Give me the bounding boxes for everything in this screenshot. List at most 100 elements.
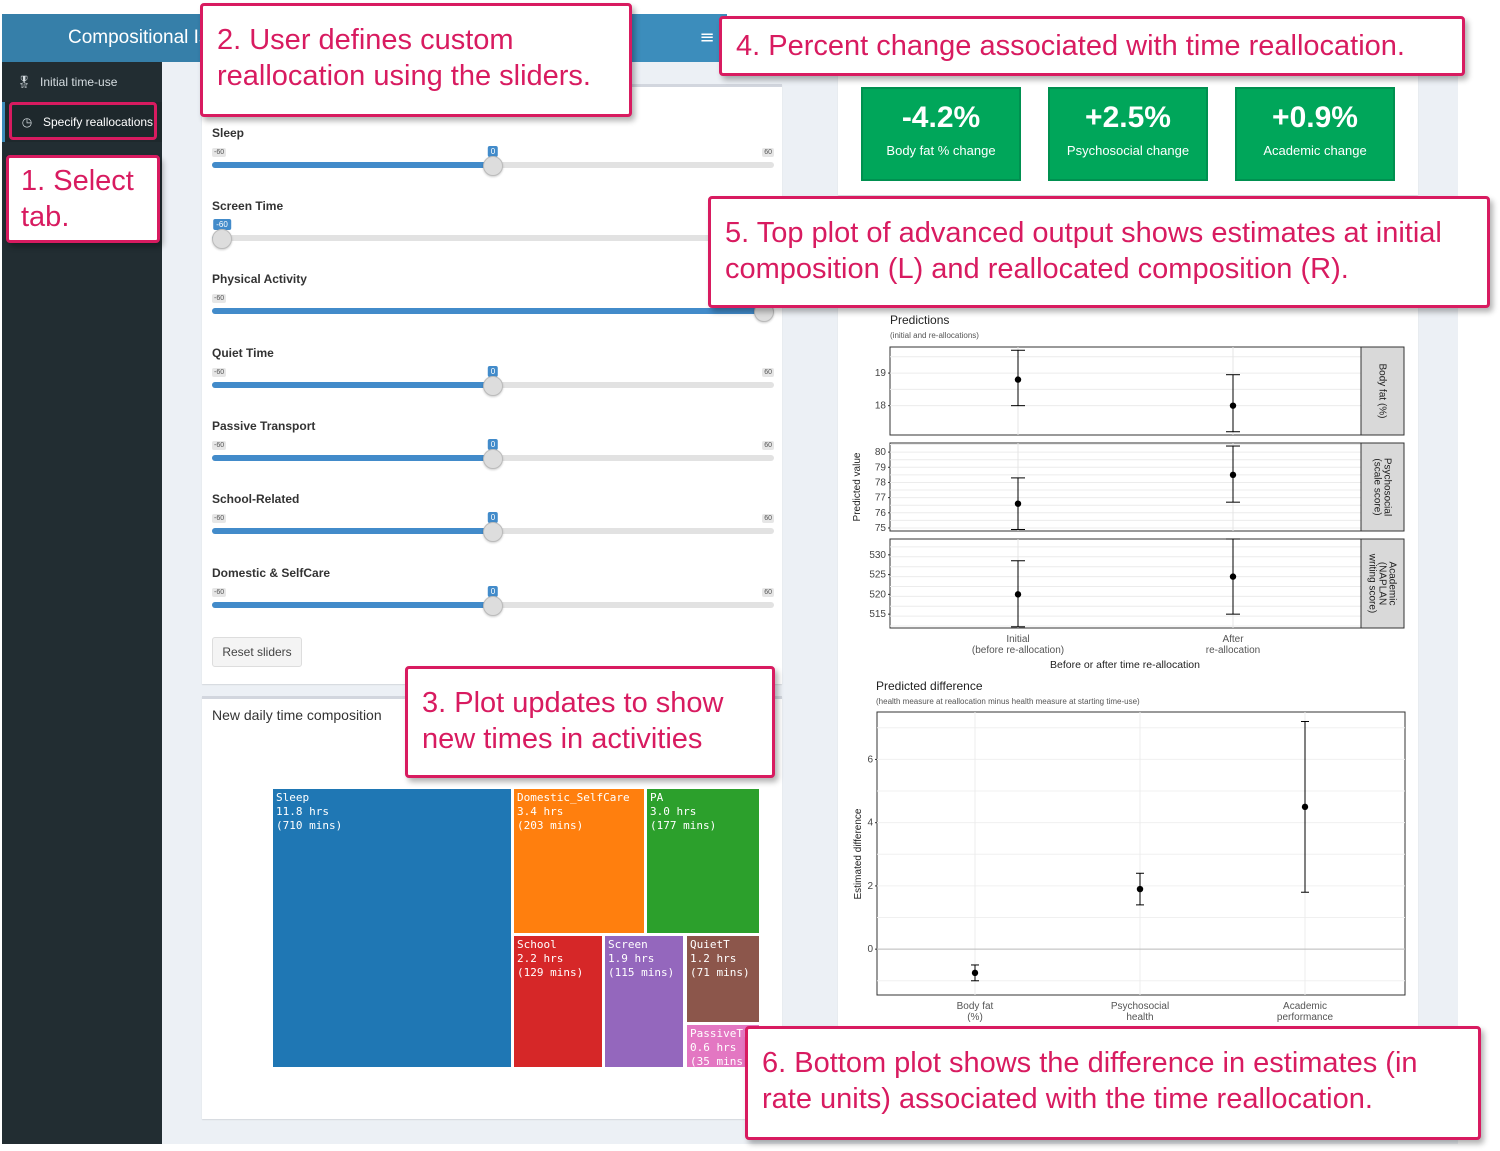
value-box-value: +0.9% [1272,101,1358,134]
treemap-cell-pa[interactable]: PA 3.0 hrs (177 mins) [646,788,760,934]
treemap-cell-name: PA [650,791,664,804]
chart-title: Predicted difference [876,679,983,693]
treemap-cell-quiett[interactable]: QuietT 1.2 hrs (71 mins) [686,935,760,1023]
slider-value: 0 [487,586,499,597]
y-tick-label: 525 [869,570,886,581]
slider-label: Sleep [212,126,245,140]
x-tick-label: Body fat [957,1001,994,1012]
plot-panel [889,346,1362,436]
slider-max: 60 [762,441,774,450]
facet-strip [1360,442,1405,532]
x-tick-label: Psychosocial [1111,1001,1169,1012]
y-tick-label: 18 [875,401,887,412]
clock-icon: ◷ [21,115,33,129]
slider-handle[interactable] [483,376,503,396]
treemap-cell-sleep[interactable]: Sleep 11.8 hrs (710 mins) [272,788,512,1068]
slider-school-related[interactable]: School-Related -60 60 0 [212,492,774,552]
value-box-value: -4.2% [901,101,981,134]
y-tick-label: 520 [869,589,886,600]
value-box-label: Body fat % change [886,143,996,158]
y-tick-label: 515 [869,609,886,620]
slider-handle[interactable] [483,156,503,176]
sidebar-item-initial-time-use[interactable]: 🎖︎ Initial time-use [2,62,162,102]
facet-strip-text: Academic [1387,562,1398,606]
slider-min: -60 [212,294,227,303]
treemap-title: New daily time composition [212,707,382,723]
y-tick-label: 76 [875,508,887,519]
y-tick-label: 80 [875,447,887,458]
slider-fill [212,162,493,168]
slider-min: -60 [212,148,227,157]
treemap-cell-hrs: 0.6 hrs [690,1041,737,1054]
slider-min: -60 [212,441,227,450]
facet-strip-text: writing score) [1367,553,1378,613]
slider-label: Passive Transport [212,419,316,433]
treemap-cell-hrs: 11.8 hrs [276,805,329,818]
data-point [1301,803,1309,811]
slider-handle[interactable] [483,449,503,469]
y-axis-label: Predicted value [852,452,863,521]
slider-label: Domestic & SelfCare [212,566,331,580]
treemap-cell-hrs: 1.9 hrs [608,952,655,965]
treemap-cell-mins: (203 mins) [517,819,584,832]
slider-fill [212,382,493,388]
sidebar-item-label: Initial time-use [40,75,118,89]
slider-value: 0 [487,146,499,157]
slider-physical-activity[interactable]: Physical Activity -60 [212,272,774,332]
treemap-cell-hrs: 1.2 hrs [690,952,737,965]
value-box: +0.9% Academic change [1235,87,1395,181]
treemap-cell-name: QuietT [690,938,730,951]
treemap-cell-domestic-selfcare[interactable]: Domestic_SelfCare 3.4 hrs (203 mins) [513,788,645,934]
callout-sliders: 2. User defines custom reallocation usin… [200,3,632,117]
treemap-cell-name: Screen [608,938,648,951]
x-tick-label: health [1126,1012,1153,1023]
slider-max: 60 [762,148,774,157]
slider-max: 60 [762,514,774,523]
reset-sliders-button[interactable]: Reset sliders [212,637,302,667]
slider-value: 0 [487,512,499,523]
data-point [971,969,979,977]
slider-handle[interactable] [212,229,232,249]
hamburger-icon[interactable]: ≡ [690,14,724,62]
treemap-cell-mins: (35 mins) [690,1055,750,1068]
slider-label: Quiet Time [212,346,274,360]
slider-handle[interactable] [483,522,503,542]
slider-track[interactable] [212,235,774,241]
callout-top-plot: 5. Top plot of advanced output shows est… [708,196,1490,308]
treemap-cell-mins: (710 mins) [276,819,343,832]
slider-screen-time[interactable]: Screen Time -60 [212,199,774,259]
y-tick-label: 0 [867,944,873,955]
y-tick-label: 4 [867,818,873,829]
y-tick-label: 78 [875,477,887,488]
x-tick-label: Initial [1006,634,1029,645]
slider-domestic-selfcare[interactable]: Domestic & SelfCare -60 60 0 [212,566,774,626]
slider-handle[interactable] [483,596,503,616]
slider-passive-transport[interactable]: Passive Transport -60 60 0 [212,419,774,479]
sidebar-item-specify-reallocations[interactable]: ◷ Specify reallocations [2,102,162,142]
data-point [1229,471,1237,479]
callout-select-tab: 1. Select tab. [6,155,160,243]
slider-quiet-time[interactable]: Quiet Time -60 60 0 [212,346,774,406]
facet-strip-label: Psychosocial(scale score) [1372,458,1393,516]
treemap-cell-name: PassiveTran [690,1027,760,1040]
x-tick-label: re-allocation [1206,645,1260,656]
chart-subtitle: (initial and re-allocations) [890,331,979,340]
slider-min: -60 [212,588,227,597]
slider-fill [212,455,493,461]
x-tick-label: performance [1277,1012,1334,1023]
treemap-cell-screen[interactable]: Screen 1.9 hrs (115 mins) [604,935,684,1068]
plot-panel [889,538,1362,629]
treemap-cell-hrs: 3.4 hrs [517,805,564,818]
treemap-cell-school[interactable]: School 2.2 hrs (129 mins) [513,935,603,1068]
facet-strip-text: (NAPLAN [1377,562,1388,605]
callout-bottom-plot: 6. Bottom plot shows the difference in e… [745,1026,1481,1140]
chart-subtitle: (health measure at reallocation minus he… [876,697,1140,706]
x-axis-label: Before or after time re-allocation [1050,659,1200,671]
y-tick-label: 6 [867,754,873,765]
y-tick-label: 79 [875,462,887,473]
slider-sleep[interactable]: Sleep -60 60 0 [212,126,774,186]
treemap-cell-mins: (129 mins) [517,966,584,979]
y-tick-label: 2 [867,881,873,892]
slider-max: 60 [762,588,774,597]
